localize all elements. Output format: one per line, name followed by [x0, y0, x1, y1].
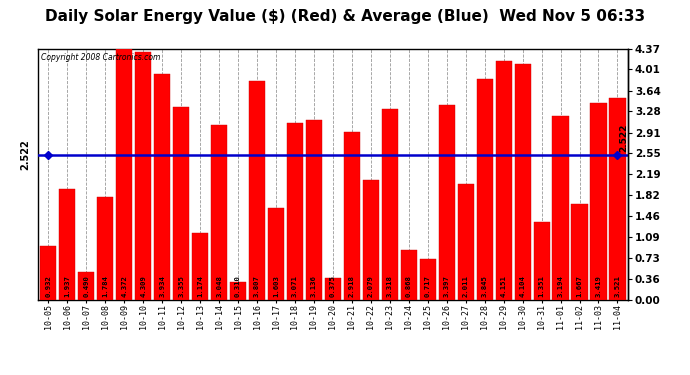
Bar	[609, 98, 626, 300]
Text: 4.104: 4.104	[520, 275, 526, 297]
Text: 3.136: 3.136	[311, 275, 317, 297]
Text: 1.603: 1.603	[273, 275, 279, 297]
Bar	[553, 116, 569, 300]
Text: 3.048: 3.048	[216, 275, 222, 297]
Bar	[571, 204, 588, 300]
Text: Copyright 2008 Cartronics.com: Copyright 2008 Cartronics.com	[41, 53, 160, 62]
Text: 1.784: 1.784	[102, 275, 108, 297]
Bar	[477, 79, 493, 300]
Text: 3.194: 3.194	[558, 275, 564, 297]
Bar	[249, 81, 265, 300]
Bar	[382, 109, 398, 300]
Bar	[40, 246, 57, 300]
Text: 3.934: 3.934	[159, 275, 165, 297]
Bar	[211, 125, 227, 300]
Bar	[230, 282, 246, 300]
Bar	[439, 105, 455, 300]
Text: 1.351: 1.351	[539, 275, 544, 297]
Bar	[515, 64, 531, 300]
Bar	[420, 259, 436, 300]
Text: 4.309: 4.309	[140, 275, 146, 297]
Text: 3.521: 3.521	[615, 275, 620, 297]
Text: 4.372: 4.372	[121, 275, 127, 297]
Bar	[401, 250, 417, 300]
Bar	[173, 107, 189, 300]
Text: 1.667: 1.667	[577, 275, 582, 297]
Bar	[591, 104, 607, 300]
Text: 2.079: 2.079	[368, 275, 374, 297]
Text: 3.807: 3.807	[254, 275, 260, 297]
Bar	[59, 189, 75, 300]
Bar	[287, 123, 303, 300]
Bar	[116, 49, 132, 300]
Bar	[78, 272, 95, 300]
Text: 2.522: 2.522	[21, 140, 30, 170]
Text: 0.310: 0.310	[235, 275, 241, 297]
Bar	[495, 62, 512, 300]
Text: 0.490: 0.490	[83, 275, 89, 297]
Bar	[363, 180, 379, 300]
Text: 0.932: 0.932	[46, 275, 51, 297]
Text: 3.355: 3.355	[178, 275, 184, 297]
Text: 0.868: 0.868	[406, 275, 412, 297]
Bar	[154, 74, 170, 300]
Text: 0.717: 0.717	[425, 275, 431, 297]
Text: 3.318: 3.318	[387, 275, 393, 297]
Text: 4.151: 4.151	[501, 275, 506, 297]
Bar	[97, 197, 113, 300]
Text: 3.071: 3.071	[292, 275, 298, 297]
Bar	[306, 120, 322, 300]
Text: 3.845: 3.845	[482, 275, 488, 297]
Text: 2.522: 2.522	[620, 124, 629, 152]
Bar	[457, 184, 474, 300]
Text: 0.375: 0.375	[330, 275, 336, 297]
Text: 2.918: 2.918	[349, 275, 355, 297]
Bar	[325, 279, 341, 300]
Text: 1.937: 1.937	[64, 275, 70, 297]
Text: 3.419: 3.419	[595, 275, 602, 297]
Bar	[533, 222, 550, 300]
Text: Daily Solar Energy Value ($) (Red) & Average (Blue)  Wed Nov 5 06:33: Daily Solar Energy Value ($) (Red) & Ave…	[45, 9, 645, 24]
Text: 1.174: 1.174	[197, 275, 203, 297]
Text: 2.011: 2.011	[463, 275, 469, 297]
Text: 3.397: 3.397	[444, 275, 450, 297]
Bar	[344, 132, 360, 300]
Bar	[268, 208, 284, 300]
Bar	[135, 52, 151, 300]
Bar	[192, 232, 208, 300]
